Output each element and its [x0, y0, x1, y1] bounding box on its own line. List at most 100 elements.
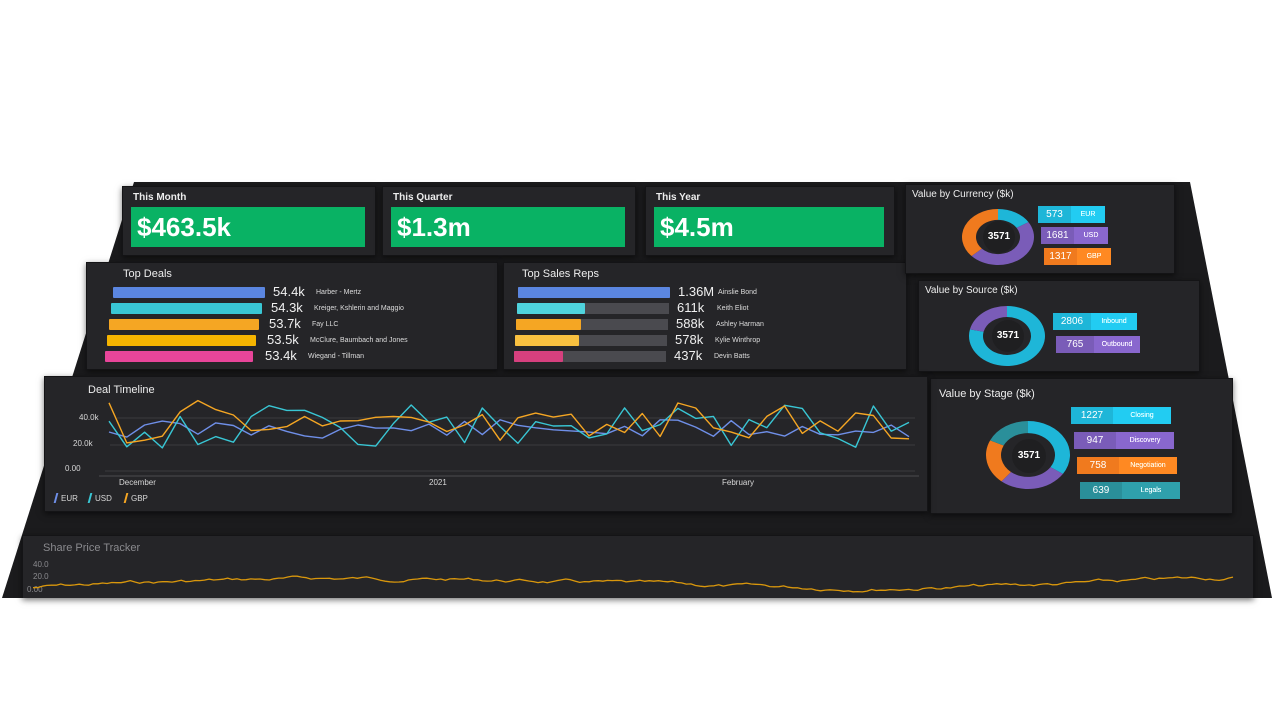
rep-bar	[516, 319, 581, 330]
legend-name: Inbound	[1091, 313, 1137, 330]
top-deal-row[interactable]: 53.5k McClure, Baumbach and Jones	[107, 332, 467, 347]
deal-value: 53.4k	[265, 348, 297, 363]
rep-bar-track	[514, 351, 666, 362]
panel-title: Value by Source ($k)	[925, 285, 1018, 296]
legend-value: 765	[1056, 336, 1094, 353]
rep-label: Devin Batts	[714, 353, 750, 360]
kpi-this-month[interactable]: This Month $463.5k	[122, 186, 376, 256]
rep-bar	[518, 287, 670, 298]
donut-slice[interactable]	[1001, 467, 1063, 489]
deal-value: 54.4k	[273, 284, 305, 299]
value-by-source-panel[interactable]: Value by Source ($k) 3571 2806 Inbound 765…	[918, 280, 1200, 372]
top-deals-panel[interactable]: Top Deals 54.4k Harber - Mertz 54.3k Kreige…	[86, 262, 498, 370]
deal-timeline-chart	[99, 399, 919, 477]
kpi-value: $463.5k	[131, 207, 365, 247]
top-deal-row[interactable]: 53.7k Fay LLC	[109, 316, 469, 331]
donut-center-value: 3571	[983, 221, 1015, 253]
top-deal-row[interactable]: 53.4k Wiegand - Tillman	[105, 348, 465, 363]
legend-chip[interactable]: 758 Negotiation	[1077, 457, 1177, 474]
rep-value: 578k	[675, 332, 704, 347]
panel-title: Share Price Tracker	[43, 542, 141, 554]
sales-rep-row[interactable]: 588k Ashley Harman	[516, 316, 816, 331]
deal-label: Harber - Mertz	[316, 289, 362, 296]
legend-chip[interactable]: 573 EUR	[1038, 206, 1105, 223]
legend-name: Legals	[1122, 482, 1180, 499]
deal-timeline-panel[interactable]: Deal Timeline 40.0k 20.0k 0.00 December …	[44, 376, 928, 512]
legend-usd[interactable]: USD	[87, 493, 112, 503]
legend-chip[interactable]: 1227 Closing	[1071, 407, 1171, 424]
legend-name: Negotiation	[1119, 457, 1177, 474]
share-price-line[interactable]	[32, 575, 1234, 593]
rep-label: Ainslie Bond	[718, 289, 757, 296]
y-tick: 0.00	[65, 464, 81, 473]
legend-value: 947	[1074, 432, 1116, 449]
legend-chip[interactable]: 765 Outbound	[1056, 336, 1140, 353]
legend-name: USD	[1074, 227, 1108, 244]
series-line-gbp[interactable]	[108, 399, 910, 444]
rep-value: 611k	[677, 300, 705, 315]
donut-slice[interactable]	[1028, 421, 1070, 474]
panel-title: Top Deals	[123, 268, 172, 280]
deal-value: 54.3k	[271, 300, 303, 315]
legend-value: 2806	[1053, 313, 1091, 330]
legend-chip[interactable]: 947 Discovery	[1074, 432, 1174, 449]
sales-rep-row[interactable]: 437k Devin Batts	[514, 348, 814, 363]
legend-value: 758	[1077, 457, 1119, 474]
source-donut-chart	[969, 306, 1045, 366]
panel-title: Value by Currency ($k)	[912, 189, 1014, 200]
donut-slice[interactable]	[998, 209, 1029, 228]
panel-title: Deal Timeline	[88, 384, 155, 396]
legend-name: Discovery	[1116, 432, 1174, 449]
kpi-title: This Quarter	[393, 192, 453, 203]
deal-label: Fay LLC	[312, 321, 339, 328]
donut-slice[interactable]	[969, 306, 1045, 366]
sales-rep-row[interactable]: 611k Keith Eliot	[517, 300, 817, 315]
legend-name: Outbound	[1094, 336, 1140, 353]
y-tick: 20.0	[33, 572, 49, 581]
legend-chip[interactable]: 1317 GBP	[1044, 248, 1111, 265]
deal-value: 53.7k	[269, 316, 301, 331]
kpi-value: $4.5m	[654, 207, 884, 247]
kpi-value: $1.3m	[391, 207, 625, 247]
deal-bar	[107, 335, 256, 346]
kpi-this-year[interactable]: This Year $4.5m	[645, 186, 895, 256]
kpi-title: This Year	[656, 192, 701, 203]
deal-bar	[111, 303, 262, 314]
x-tick: February	[722, 478, 755, 487]
legend-eur[interactable]: EUR	[53, 493, 78, 503]
donut-slice[interactable]	[986, 440, 1011, 482]
sales-rep-row[interactable]: 578k Kylie Winthrop	[515, 332, 815, 347]
deal-value: 53.5k	[267, 332, 299, 347]
rep-label: Ashley Harman	[716, 321, 764, 328]
legend-gbp[interactable]: GBP	[123, 493, 148, 503]
legend-chip[interactable]: 1681 USD	[1041, 227, 1108, 244]
sales-rep-row[interactable]: 1.36M Ainslie Bond	[518, 284, 818, 299]
kpi-this-quarter[interactable]: This Quarter $1.3m	[382, 186, 636, 256]
top-sales-reps-panel[interactable]: Top Sales Reps 1.36M Ainslie Bond 611k Keit…	[503, 262, 907, 370]
donut-slice[interactable]	[969, 306, 1007, 332]
rep-label: Keith Eliot	[717, 305, 749, 312]
legend-value: 639	[1080, 482, 1122, 499]
donut-slice[interactable]	[962, 209, 998, 257]
donut-slice[interactable]	[990, 421, 1028, 446]
series-line-usd[interactable]	[108, 404, 910, 449]
legend-value: 1227	[1071, 407, 1113, 424]
panel-title: Top Sales Reps	[522, 268, 600, 280]
donut-slice[interactable]	[971, 222, 1034, 265]
legend-label: EUR	[61, 494, 78, 503]
top-deal-row[interactable]: 54.3k Kreiger, Kshlerin and Maggio	[111, 300, 471, 315]
rep-bar-track	[516, 319, 668, 330]
rep-value: 588k	[676, 316, 705, 331]
legend-chip[interactable]: 2806 Inbound	[1053, 313, 1137, 330]
deal-bar	[113, 287, 265, 298]
legend-name: GBP	[1077, 248, 1111, 265]
rep-value: 1.36M	[678, 284, 715, 299]
legend-swatch	[123, 493, 129, 503]
legend-chip[interactable]: 639 Legals	[1080, 482, 1180, 499]
value-by-stage-panel[interactable]: Value by Stage ($k) 3571 1227 Closing 947 D…	[930, 378, 1233, 514]
value-by-currency-panel[interactable]: Value by Currency ($k) 3571 573 EUR 1681 US…	[905, 184, 1175, 274]
top-deal-row[interactable]: 54.4k Harber - Mertz	[113, 284, 473, 299]
legend-value: 573	[1038, 206, 1071, 223]
share-price-tracker-panel[interactable]: Share Price Tracker 40.0 20.0 0.00	[22, 535, 1254, 598]
currency-donut-chart	[962, 209, 1034, 265]
